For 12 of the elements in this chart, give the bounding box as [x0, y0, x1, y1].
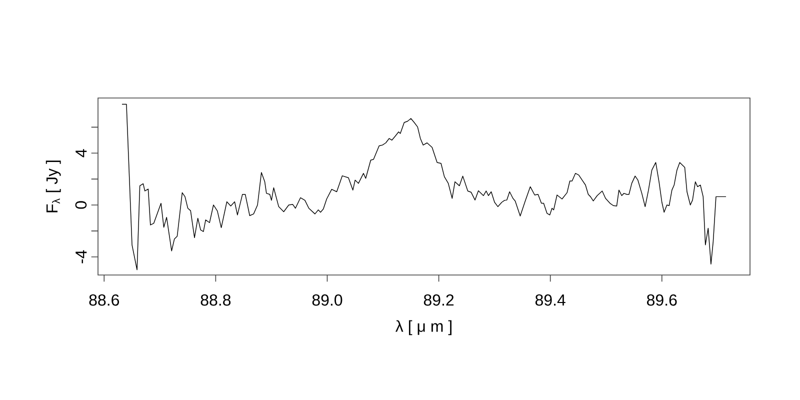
y-tick-label: -4 — [76, 250, 87, 264]
x-axis-title: λ [ μ m ] — [396, 320, 452, 336]
y-tick-label: 4 — [76, 149, 87, 158]
y-axis-title: F$_{λ}$ [ Jy ] — [46, 160, 61, 212]
x-tick-label: 88.6 — [89, 294, 120, 306]
x-tick-label: 89.4 — [535, 294, 566, 306]
x-tick-label: 88.8 — [200, 294, 231, 306]
x-tick-label: 89.0 — [312, 294, 342, 306]
x-tick-label: 89.6 — [647, 294, 677, 306]
y-tick-label: 0 — [75, 201, 87, 209]
x-tick-label: 89.2 — [424, 294, 454, 306]
line-series — [122, 104, 726, 270]
